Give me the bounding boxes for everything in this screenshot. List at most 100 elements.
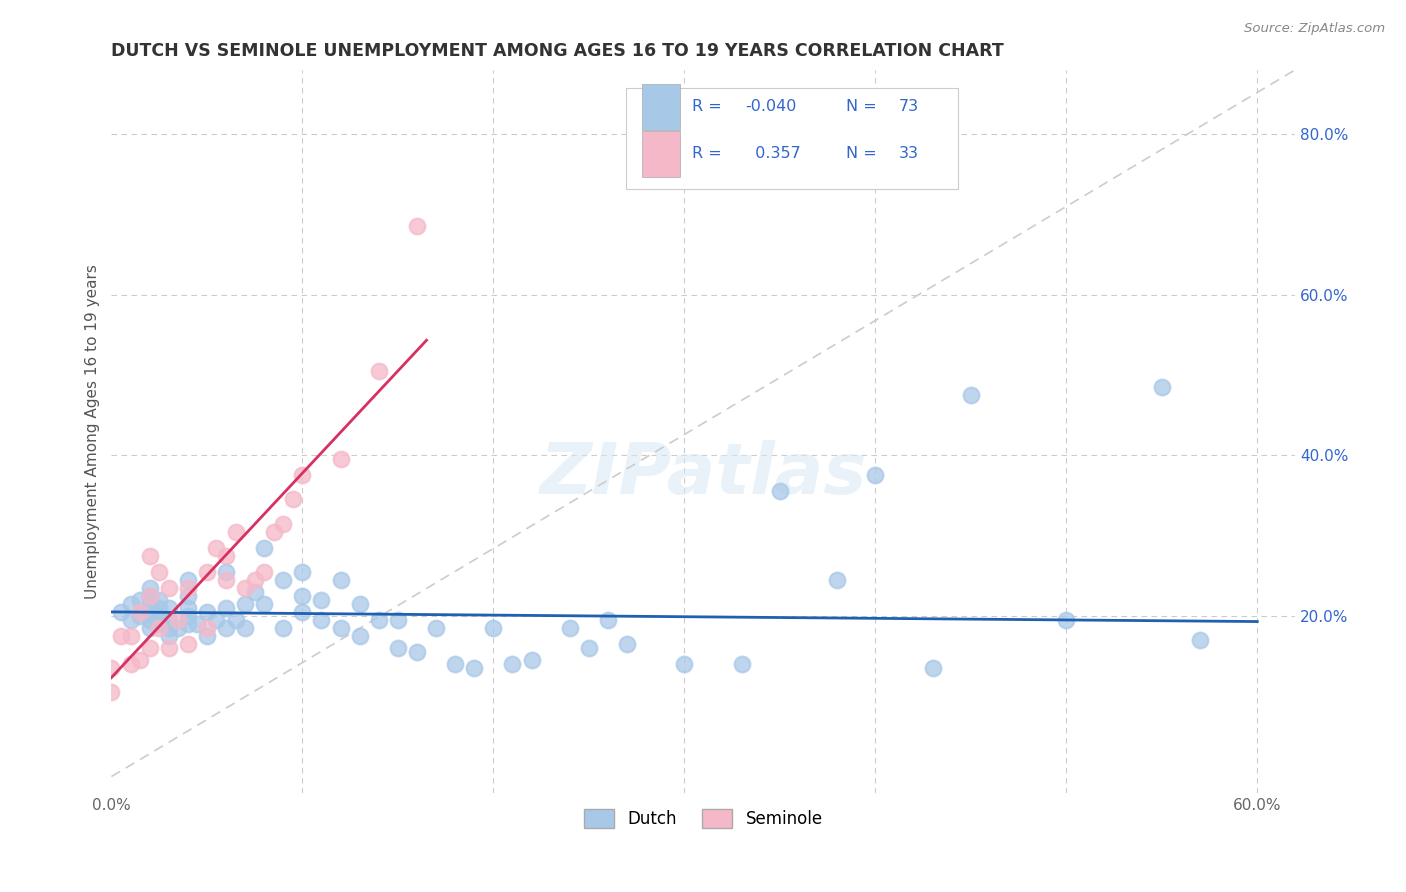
Point (138, 621, 160, 635)
Point (921, 661, 943, 675)
Point (959, 388, 981, 402)
Point (195, 621, 218, 635)
Point (205, 541, 228, 555)
Point (349, 629, 371, 643)
Point (311, 613, 333, 627)
Point (233, 621, 256, 635)
Point (215, 621, 238, 635)
Point (120, 657, 142, 672)
Point (148, 616, 170, 631)
Point (138, 589, 160, 603)
Text: N =: N = (845, 99, 882, 114)
Point (558, 621, 581, 635)
Point (271, 573, 294, 587)
Text: N =: N = (845, 146, 882, 161)
Text: DUTCH VS SEMINOLE UNEMPLOYMENT AMONG AGES 16 TO 19 YEARS CORRELATION CHART: DUTCH VS SEMINOLE UNEMPLOYMENT AMONG AGE… (111, 42, 1004, 60)
Point (205, 613, 228, 627)
Point (129, 605, 152, 619)
Point (100, 661, 122, 675)
Point (167, 613, 190, 627)
Point (271, 621, 294, 635)
Point (482, 621, 505, 635)
Point (177, 637, 200, 651)
Point (243, 584, 266, 599)
Point (110, 605, 132, 619)
Point (596, 613, 619, 627)
Point (367, 364, 389, 378)
Text: 0.357: 0.357 (745, 146, 800, 161)
Point (1150, 380, 1173, 394)
Point (616, 637, 638, 651)
Text: 33: 33 (898, 146, 918, 161)
Point (195, 565, 218, 579)
Text: ZIPatlas: ZIPatlas (540, 440, 868, 509)
Point (225, 613, 247, 627)
Point (263, 524, 285, 539)
Point (865, 468, 887, 483)
Point (281, 492, 304, 507)
Point (148, 608, 170, 623)
Point (138, 549, 160, 563)
Point (177, 581, 200, 595)
Point (148, 592, 170, 607)
Point (463, 661, 485, 675)
Point (291, 565, 314, 579)
Point (425, 621, 447, 635)
Point (730, 657, 752, 672)
Point (1054, 613, 1077, 627)
Point (329, 621, 352, 635)
Point (177, 589, 200, 603)
Point (253, 541, 276, 555)
Point (673, 657, 696, 672)
Point (157, 641, 180, 656)
Point (110, 629, 132, 643)
Point (215, 600, 238, 615)
Point (311, 592, 333, 607)
Point (243, 573, 266, 587)
Point (167, 621, 190, 635)
Point (138, 613, 160, 627)
FancyBboxPatch shape (627, 87, 957, 189)
Point (291, 605, 314, 619)
Point (195, 629, 218, 643)
Point (120, 613, 142, 627)
Point (157, 581, 180, 595)
Point (138, 641, 160, 656)
Point (444, 657, 467, 672)
Point (233, 597, 256, 611)
Point (349, 597, 371, 611)
Point (387, 641, 409, 656)
Text: -0.040: -0.040 (745, 99, 796, 114)
Point (329, 573, 352, 587)
Text: R =: R = (692, 99, 727, 114)
Point (186, 616, 208, 631)
Point (215, 573, 238, 587)
Point (177, 600, 200, 615)
Point (157, 629, 180, 643)
Point (271, 516, 294, 531)
Point (177, 573, 200, 587)
Point (138, 589, 160, 603)
Point (291, 589, 314, 603)
Point (215, 565, 238, 579)
Text: 73: 73 (898, 99, 920, 114)
Point (177, 616, 200, 631)
Point (1188, 633, 1211, 648)
Text: R =: R = (692, 146, 727, 161)
Point (195, 605, 218, 619)
Point (578, 641, 600, 656)
Y-axis label: Unemployment Among Ages 16 to 19 years: Unemployment Among Ages 16 to 19 years (86, 264, 100, 599)
Point (157, 621, 180, 635)
Point (148, 621, 170, 635)
Point (215, 549, 238, 563)
Point (367, 613, 389, 627)
Point (406, 219, 429, 234)
Point (253, 597, 276, 611)
Point (138, 597, 160, 611)
Text: Source: ZipAtlas.com: Source: ZipAtlas.com (1244, 22, 1385, 36)
Point (129, 608, 152, 623)
Point (233, 581, 256, 595)
Point (138, 605, 160, 619)
Point (329, 452, 352, 467)
Point (253, 565, 276, 579)
